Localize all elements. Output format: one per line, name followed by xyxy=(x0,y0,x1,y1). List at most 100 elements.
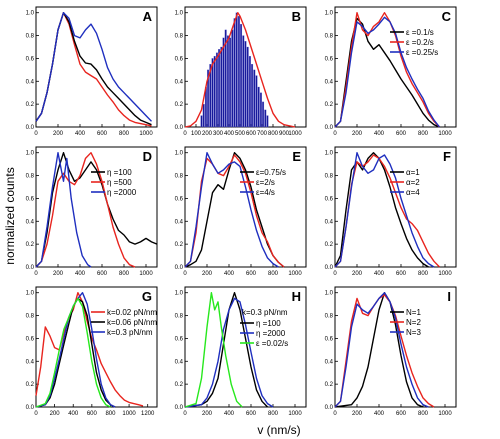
x-tick-label: 600 xyxy=(396,271,407,277)
x-tick-label: 1000 xyxy=(288,131,302,137)
histogram-bar xyxy=(255,75,258,128)
x-tick-label: 1000 xyxy=(438,271,452,277)
legend-entry: k=0.3 pN/nm xyxy=(107,328,153,337)
x-tick-label: 800 xyxy=(268,271,279,277)
y-tick-label: 0.0 xyxy=(175,405,184,411)
y-tick-label: 0.6 xyxy=(26,336,35,342)
y-tick-label: 0.2 xyxy=(175,242,184,248)
histogram-bar xyxy=(220,46,223,128)
y-tick-label: 1.0 xyxy=(26,291,35,297)
x-tick-label: 0 xyxy=(183,411,187,417)
x-tick-label: 0 xyxy=(183,131,187,137)
x-tick-label: 0 xyxy=(333,411,337,417)
series-line-blue xyxy=(35,12,153,122)
x-tick-label: 1000 xyxy=(438,131,452,137)
y-tick-label: 0.4 xyxy=(175,79,184,85)
legend-entry: η =100 xyxy=(107,168,132,177)
x-tick-label: 400 xyxy=(68,411,79,417)
legend-entry: η =100 xyxy=(256,319,281,328)
histogram-bar xyxy=(226,35,229,128)
y-tick-label: 0.6 xyxy=(175,336,184,342)
y-tick-label: 0.0 xyxy=(175,125,184,131)
y-tick-label: 0.2 xyxy=(325,242,334,248)
x-tick-label: 800 xyxy=(268,411,279,417)
x-tick-label: 0 xyxy=(333,271,337,277)
x-tick-label: 800 xyxy=(119,271,130,277)
x-tick-label: 800 xyxy=(268,131,279,137)
y-tick-label: 0.8 xyxy=(325,34,334,40)
histogram-bar xyxy=(218,49,221,128)
x-tick-label: 600 xyxy=(396,131,407,137)
x-tick-label: 0 xyxy=(34,411,38,417)
histogram-bar xyxy=(264,109,267,128)
y-tick-label: 1.0 xyxy=(175,151,184,157)
series-line-blue xyxy=(35,152,92,268)
x-tick-label: 1000 xyxy=(122,411,136,417)
x-tick-label: 400 xyxy=(374,411,385,417)
legend-entry: ε =0.2/s xyxy=(406,38,434,47)
histogram-bar xyxy=(248,55,251,128)
y-tick-label: 0.4 xyxy=(325,79,334,85)
x-tick-label: 0 xyxy=(34,271,38,277)
x-tick-label: 200 xyxy=(53,131,64,137)
y-axis-label: normalized counts xyxy=(3,167,17,264)
x-tick-label: 400 xyxy=(224,271,235,277)
legend-entry: ε=0.75/s xyxy=(256,168,286,177)
panel-H: 0.0 0.2 0.4 0.6 0.8 1.0 0 200 400 600 800 1000 Hk=0.… xyxy=(175,286,307,417)
x-tick-label: 1000 xyxy=(438,411,452,417)
x-tick-label: 1000 xyxy=(288,271,302,277)
x-tick-label: 400 xyxy=(374,271,385,277)
x-tick-label: 600 xyxy=(97,131,108,137)
y-tick-label: 0.8 xyxy=(175,314,184,320)
x-tick-label: 700 xyxy=(257,131,268,137)
legend-entry: α=1 xyxy=(406,168,420,177)
panel-frame xyxy=(184,146,307,268)
y-tick-label: 0.8 xyxy=(175,174,184,180)
y-tick-label: 1.0 xyxy=(175,291,184,297)
histogram-bar xyxy=(253,69,256,128)
y-tick-label: 0.0 xyxy=(325,405,334,411)
panel-frame xyxy=(334,286,457,408)
x-tick-label: 400 xyxy=(224,411,235,417)
panel-frame xyxy=(334,146,457,268)
x-tick-label: 200 xyxy=(202,131,213,137)
histogram-bar xyxy=(207,69,210,128)
x-tick-label: 400 xyxy=(374,131,385,137)
legend-entry: ε=2/s xyxy=(256,178,275,187)
y-tick-label: 0.8 xyxy=(175,34,184,40)
y-tick-label: 0.8 xyxy=(325,314,334,320)
panel-A: 0.0 0.2 0.4 0.6 0.8 1.0 0 200 400 600 800 1000 A xyxy=(26,6,158,137)
x-tick-label: 200 xyxy=(352,271,363,277)
histogram-bar xyxy=(200,115,203,128)
y-tick-label: 0.0 xyxy=(26,405,35,411)
legend-entry: η =500 xyxy=(107,178,132,187)
x-tick-label: 200 xyxy=(202,271,213,277)
legend-entry: ε =0.1/s xyxy=(406,28,434,37)
histogram-bar xyxy=(224,29,227,128)
series-line-blue xyxy=(334,152,435,268)
y-tick-label: 1.0 xyxy=(325,151,334,157)
series-line-red xyxy=(184,12,296,128)
panel-frame xyxy=(184,286,307,408)
legend-entry: α=4 xyxy=(406,188,420,197)
histogram-bar xyxy=(222,37,225,128)
histogram-bar xyxy=(211,58,214,128)
panel-letter: G xyxy=(142,289,152,304)
panel-D: 0.0 0.2 0.4 0.6 0.8 1.0 0 200 400 600 800 1000 Dη =1… xyxy=(26,146,158,277)
series-line-black xyxy=(184,292,269,408)
legend-entry: N=2 xyxy=(406,318,421,327)
panel-frame xyxy=(35,146,158,268)
histogram-bar xyxy=(242,35,245,128)
y-tick-label: 0.0 xyxy=(325,125,334,131)
x-tick-label: 0 xyxy=(333,131,337,137)
x-tick-label: 900 xyxy=(279,131,290,137)
x-tick-label: 0 xyxy=(183,271,187,277)
x-tick-label: 400 xyxy=(75,271,86,277)
x-tick-label: 800 xyxy=(418,411,429,417)
x-tick-label: 200 xyxy=(50,411,61,417)
histogram-bar xyxy=(244,41,247,128)
legend-header: k=0.3 pN/nm xyxy=(242,308,288,317)
y-tick-label: 1.0 xyxy=(175,11,184,17)
legend-entry: N=1 xyxy=(406,308,421,317)
